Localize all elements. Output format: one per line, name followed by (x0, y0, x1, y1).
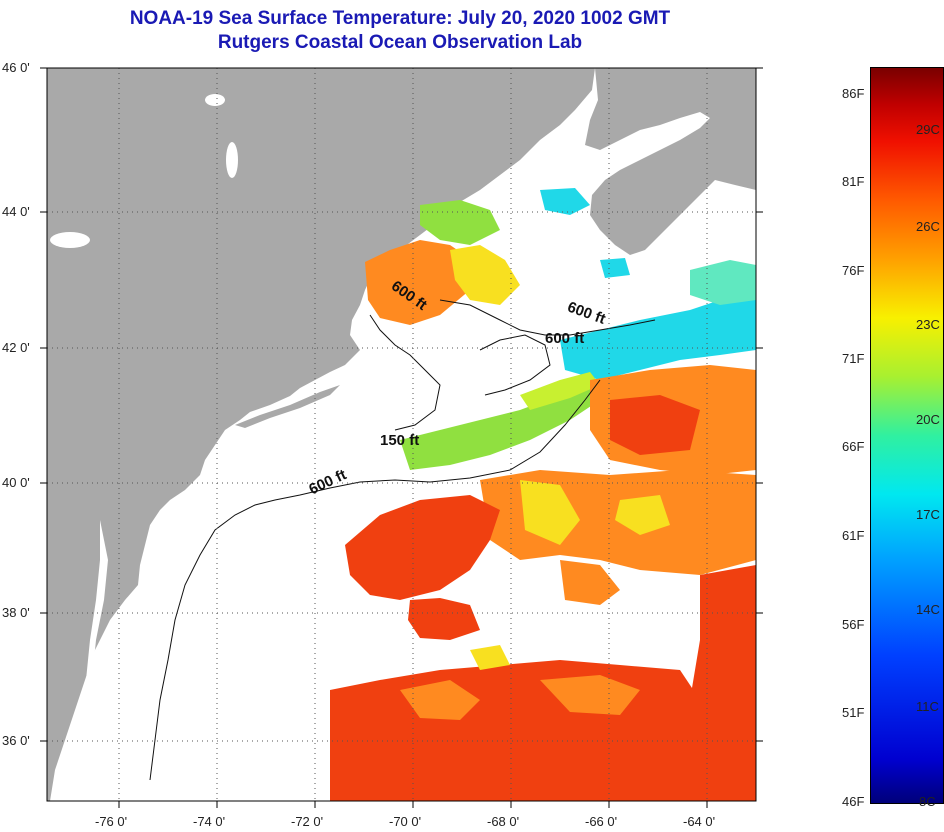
colorbar-f-label: 76F (842, 263, 865, 278)
lake-2 (226, 142, 238, 178)
map-title: NOAA-19 Sea Surface Temperature: July 20… (129, 8, 671, 29)
lat-label: 46 0' (2, 60, 30, 75)
sst-offshore-warm (330, 365, 756, 801)
colorbar-c-label: 20C (916, 412, 940, 427)
colorbar-f-label: 61F (842, 528, 865, 543)
lat-label: 42 0' (2, 340, 30, 355)
lon-label: -70 0' (389, 814, 422, 829)
colorbar-c-label: 17C (916, 507, 940, 522)
colorbar-f-label: 56F (842, 617, 865, 632)
lake-3 (50, 232, 90, 248)
temperature-colorbar (870, 67, 944, 804)
lon-label: -72 0' (291, 814, 324, 829)
colorbar-c-label: 29C (916, 122, 940, 137)
lon-label: -68 0' (487, 814, 520, 829)
colorbar-c-label: 26C (916, 219, 940, 234)
lat-label: 36 0' (2, 733, 30, 748)
lake-1 (205, 94, 225, 106)
colorbar-f-label: 81F (842, 174, 865, 189)
axis-ticks (40, 67, 763, 808)
colorbar-c-label: 11C (916, 699, 939, 714)
colorbar-c-label: 23C (916, 317, 940, 332)
bathymetry-contours (149, 299, 656, 781)
chesapeake-bay (72, 520, 108, 760)
lat-label: 44 0' (2, 204, 30, 219)
colorbar-f-label: 51F (842, 705, 865, 720)
lon-label: -74 0' (193, 814, 226, 829)
land-mainland (47, 68, 595, 801)
land-nova-scotia (585, 68, 756, 255)
lon-label: -66 0' (585, 814, 618, 829)
lon-label: -76 0' (95, 814, 128, 829)
lat-label: 38 0' (2, 605, 30, 620)
lon-label: -64 0' (683, 814, 716, 829)
contour-label-150ft: 150 ft (380, 432, 420, 449)
lat-label: 40 0' (2, 475, 30, 490)
map-frame (46, 67, 757, 802)
colorbar-c-label: 14C (916, 602, 940, 617)
land-long-island (235, 385, 340, 428)
sst-gulf-of-maine (365, 188, 590, 325)
colorbar-f-label: 86F (842, 86, 865, 101)
colorbar-f-label: 46F (842, 794, 865, 809)
colorbar-f-label: 71F (842, 351, 865, 366)
contour-label-600ft-basin: 600 ft (545, 330, 585, 347)
colorbar-c-label: 8C (919, 794, 936, 809)
graticule (47, 68, 756, 801)
map-subtitle: Rutgers Coastal Ocean Observation Lab (217, 32, 583, 53)
colorbar-f-label: 66F (842, 439, 865, 454)
sst-slope-green (400, 372, 600, 470)
